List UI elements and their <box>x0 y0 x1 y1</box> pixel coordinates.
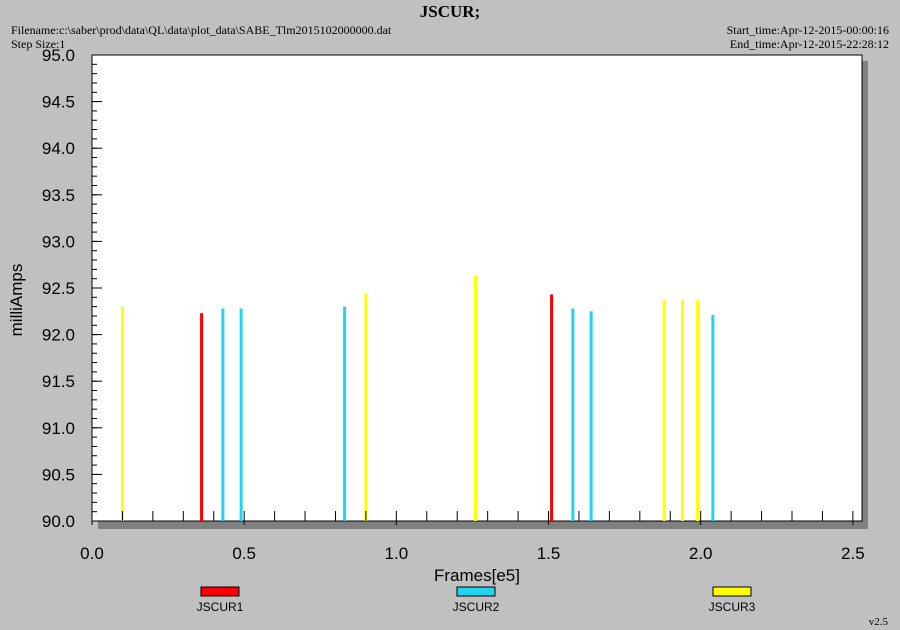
bar-jscur3 <box>364 293 368 521</box>
bar-jscur3 <box>662 300 666 521</box>
step-size-label: Step Size:1 <box>11 37 66 51</box>
legend-swatch-jscur3 <box>712 586 752 597</box>
y-tick-label: 90.5 <box>42 465 75 484</box>
x-tick-label: 2.0 <box>689 544 713 563</box>
legend-label-jscur3: JSCUR3 <box>709 600 756 614</box>
x-tick-label: 1.0 <box>385 544 409 563</box>
bar-jscur3 <box>473 275 477 521</box>
legend-label-jscur1: JSCUR1 <box>197 600 244 614</box>
chart-title: JSCUR; <box>419 2 481 21</box>
y-tick-label: 94.0 <box>42 139 75 158</box>
x-tick-label: 2.5 <box>841 544 865 563</box>
bar-jscur2 <box>571 308 575 521</box>
bar-jscur3 <box>120 306 124 521</box>
legend-swatch-jscur1 <box>200 586 240 597</box>
filename-label: Filename:c:\saber\prod\data\QL\data\plot… <box>11 23 392 37</box>
y-tick-label: 93.5 <box>42 186 75 205</box>
bar-jscur2 <box>239 308 243 521</box>
bars-group <box>120 275 715 521</box>
y-axis-title: milliAmps <box>7 264 26 337</box>
legend-swatch-jscur2 <box>456 586 496 597</box>
bar-jscur1 <box>200 313 204 521</box>
y-tick-label: 92.5 <box>42 279 75 298</box>
y-tick-label: 95.0 <box>42 46 75 65</box>
bar-jscur3 <box>696 300 700 521</box>
bar-jscur3 <box>680 300 684 521</box>
version-label: v2.5 <box>868 616 888 628</box>
bar-jscur2 <box>343 306 347 521</box>
bar-jscur2 <box>221 308 225 521</box>
x-tick-label: 1.5 <box>537 544 561 563</box>
y-tick-label: 91.0 <box>42 419 75 438</box>
bar-jscur2 <box>589 311 593 521</box>
legend-label-jscur2: JSCUR2 <box>453 600 500 614</box>
y-tick-label: 90.0 <box>42 512 75 531</box>
bar-jscur2 <box>711 315 715 521</box>
y-tick-label: 91.5 <box>42 372 75 391</box>
end-time-label: End_time:Apr-12-2015-22:28:12 <box>729 37 889 51</box>
y-tick-label: 93.0 <box>42 232 75 251</box>
start-time-label: Start_time:Apr-12-2015-00:00:16 <box>726 23 889 37</box>
axes-group: 90.0 90.5 91.0 91.5 92.0 92.5 93.0 93.5 94.0 94.5… <box>42 46 865 563</box>
y-tick-label: 92.0 <box>42 326 75 345</box>
x-tick-label: 0.5 <box>232 544 256 563</box>
bar-jscur1 <box>550 294 554 521</box>
x-axis-title: Frames[e5] <box>434 566 520 585</box>
x-tick-label: 0.0 <box>80 544 104 563</box>
legend: JSCUR1 JSCUR2 JSCUR3 <box>197 586 756 614</box>
plot-area <box>91 54 863 522</box>
y-tick-label: 94.5 <box>42 93 75 112</box>
